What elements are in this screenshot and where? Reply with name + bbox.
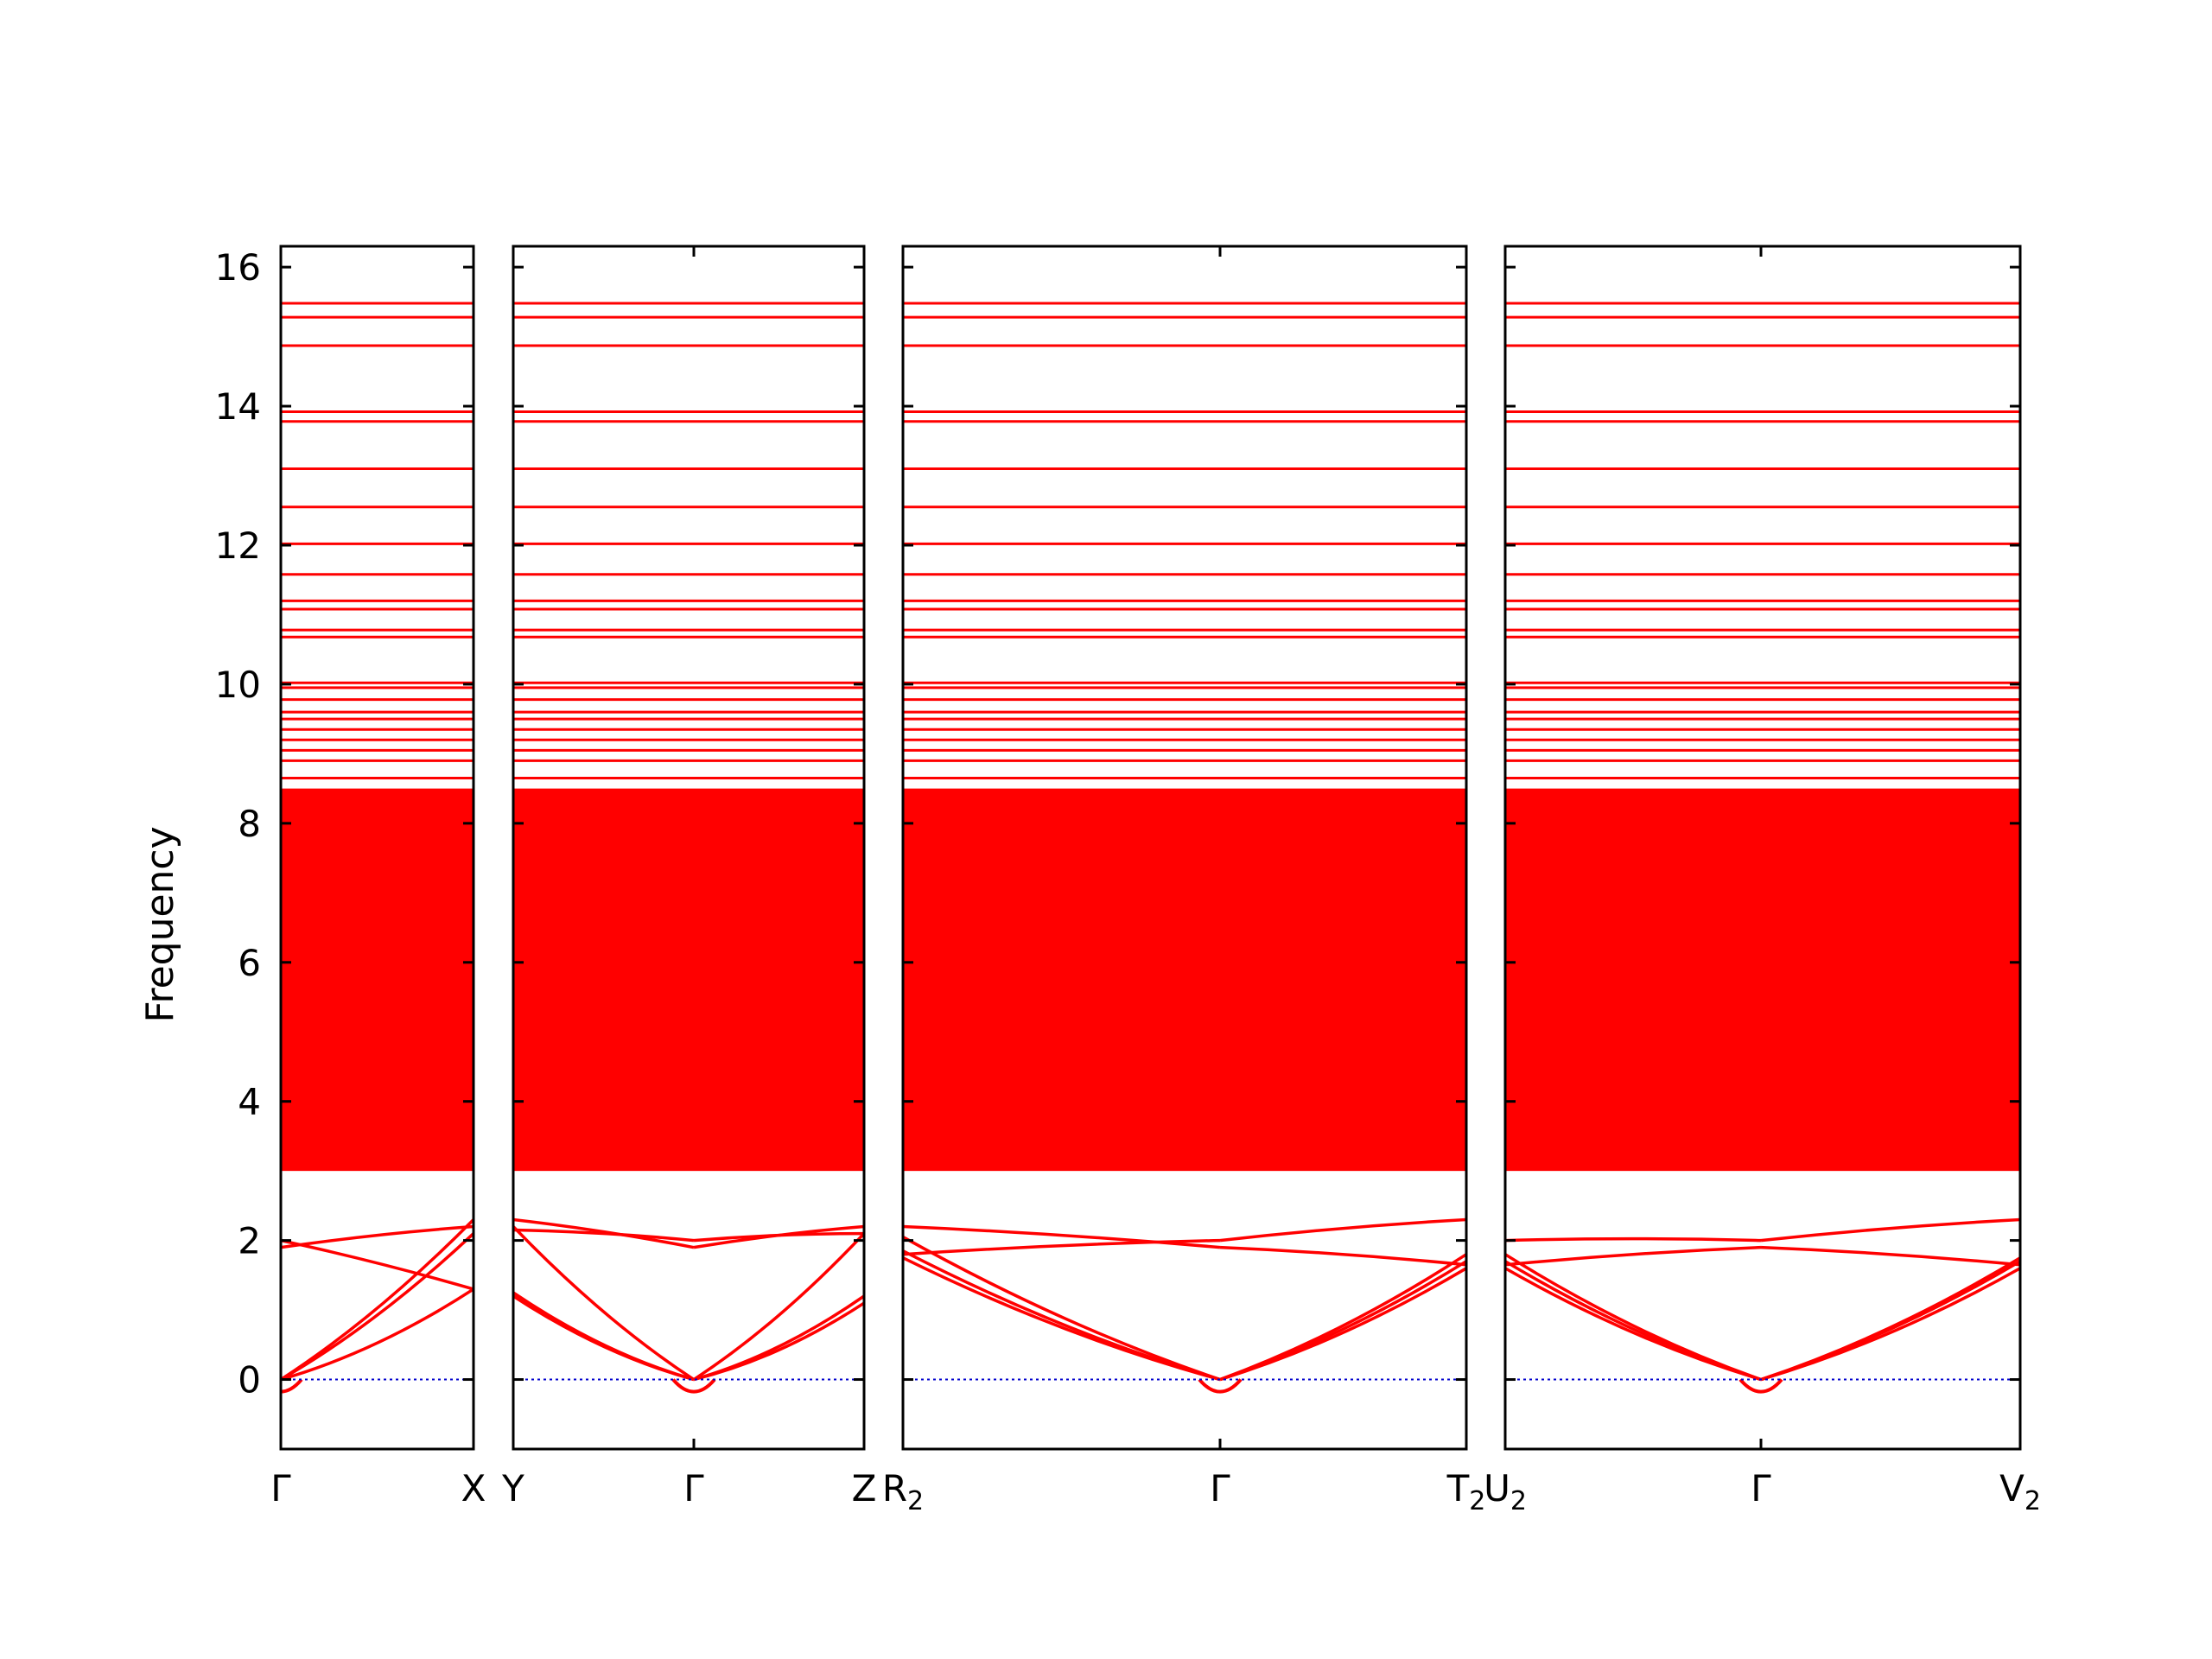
panel-plot-area [903, 302, 1466, 1394]
panel-frame [901, 245, 1468, 1451]
y-axis: 0 2 4 6 8 10 12 14 16 [215, 246, 261, 1401]
gamma-dip-branch [1738, 1378, 1783, 1394]
band-branch-R2-Γ-3 [903, 1249, 1221, 1382]
x-tick-label-U2: U2 [1484, 1467, 1527, 1516]
dense-band-region [281, 788, 474, 1172]
dense-band-region [1505, 788, 2020, 1172]
x-tick-label-subscript: 2 [907, 1486, 924, 1516]
band-branch-Γ-Z-4 [693, 1224, 864, 1249]
x-tick-label-subscript: 2 [2024, 1486, 2041, 1516]
x-tick-label-Γ: Γ [1210, 1467, 1230, 1510]
band-branch-Γ-X-3 [281, 1218, 474, 1382]
panel-plot-area [513, 302, 864, 1394]
y-tick-label-12: 12 [215, 524, 261, 567]
band-branch-R2-Γ-4 [903, 1224, 1221, 1249]
band-branch-Γ-T2-5 [1219, 1217, 1466, 1243]
panel-frame [1503, 245, 2022, 1451]
panel-plot-area [1505, 302, 2020, 1394]
band-branch-Γ-V2-5 [1760, 1217, 2020, 1243]
x-tick-label-Y: Y [501, 1467, 524, 1510]
y-tick-label-16: 16 [215, 246, 261, 289]
x-tick-label-Γ: Γ [270, 1467, 291, 1510]
dense-band-region [903, 788, 1466, 1172]
band-branch-Γ-Z-3 [693, 1294, 864, 1382]
panel-3: R2 Γ T2 [882, 245, 1486, 1516]
band-branch-Γ-Z-5 [693, 1231, 864, 1243]
y-tick-label-0: 0 [238, 1359, 261, 1402]
x-tick-label-X: X [461, 1467, 486, 1510]
band-branch-Γ-X-4 [281, 1238, 474, 1291]
dense-band-region [513, 788, 864, 1172]
panel-plot-area [281, 302, 474, 1394]
band-branch-Y-Γ-1 [513, 1225, 695, 1382]
x-tick-label-subscript: 2 [1469, 1486, 1485, 1516]
y-tick-label-10: 10 [215, 664, 261, 706]
gamma-dip-branch [1198, 1378, 1243, 1394]
band-branch-Γ-X-2 [281, 1287, 474, 1382]
band-branch-U2-Γ-4 [1505, 1245, 1762, 1267]
band-branch-Γ-V2-3 [1760, 1256, 2020, 1382]
band-branch-Y-Γ-3 [513, 1291, 695, 1382]
band-branch-Γ-T2-3 [1219, 1253, 1466, 1382]
band-branch-Γ-V2-4 [1760, 1245, 2020, 1267]
x-tick-label-T2: T2 [1446, 1467, 1486, 1516]
gamma-dip-branch [671, 1378, 716, 1394]
x-tick-label-Γ: Γ [683, 1467, 704, 1510]
y-tick-label-14: 14 [215, 385, 261, 428]
y-tick-label-6: 6 [238, 942, 261, 984]
y-tick-label-4: 4 [238, 1081, 261, 1123]
x-tick-label-subscript: 2 [1510, 1486, 1527, 1516]
gamma-dip-branch [281, 1378, 303, 1394]
panel-4: U2 Γ V2 [1484, 245, 2041, 1516]
panel-frame [512, 245, 866, 1451]
x-tick-label-V2: V2 [1999, 1467, 2041, 1516]
band-branch-Y-Γ-4 [513, 1217, 695, 1249]
band-branch-R2-Γ-5 [903, 1238, 1221, 1256]
x-tick-label-Γ: Γ [1751, 1467, 1771, 1510]
panel-frame [279, 245, 475, 1451]
band-branch-U2-Γ-3 [1505, 1253, 1762, 1382]
y-tick-label-2: 2 [238, 1220, 261, 1262]
x-tick-label-Z: Z [852, 1467, 877, 1510]
band-branch-Γ-X-5 [281, 1224, 474, 1249]
x-tick-label-R2: R2 [882, 1467, 924, 1516]
y-tick-label-8: 8 [238, 803, 261, 845]
band-branch-Γ-Z-1 [693, 1232, 864, 1382]
y-axis-label: Frequency [138, 826, 182, 1022]
band-branch-R2-Γ-1 [903, 1236, 1221, 1382]
band-branch-U2-Γ-5 [1505, 1236, 1762, 1243]
band-branch-Y-Γ-5 [513, 1228, 695, 1243]
band-branch-Γ-T2-4 [1219, 1245, 1466, 1267]
